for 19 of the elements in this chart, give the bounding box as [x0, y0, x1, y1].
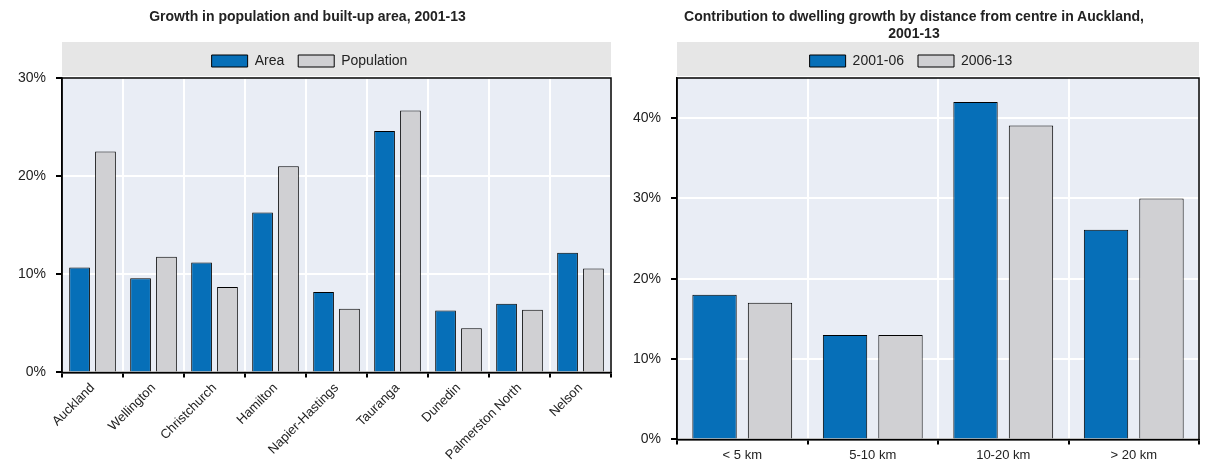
chart-title: Growth in population and built-up area, 2001-13 [148, 7, 467, 26]
x-tick-label: < 5 km [722, 446, 762, 462]
chart-title: Contribution to dwelling growth by distance from centre in Auckland, 2001-13 [684, 7, 1144, 41]
legend-label: Area [254, 51, 285, 68]
legend-label: 2006-13 [961, 51, 1013, 68]
y-tick-label: 10% [17, 265, 47, 282]
x-tick-label: 5-10 km [849, 446, 897, 462]
y-tick-label: 20% [632, 269, 662, 286]
y-tick-label: 40% [632, 109, 662, 126]
legend-label: Population [341, 51, 408, 68]
legend-label: 2001-06 [852, 51, 905, 68]
x-tick-label: 10-20 km [976, 446, 1031, 462]
y-tick-label: 20% [17, 167, 47, 184]
y-tick-label: 30% [632, 189, 662, 206]
y-tick-label: 0% [25, 363, 47, 380]
y-tick-label: 10% [632, 349, 662, 366]
y-tick-label: 0% [640, 430, 662, 447]
y-tick-label: 30% [17, 68, 47, 85]
x-tick-label: > 20 km [1110, 446, 1158, 462]
